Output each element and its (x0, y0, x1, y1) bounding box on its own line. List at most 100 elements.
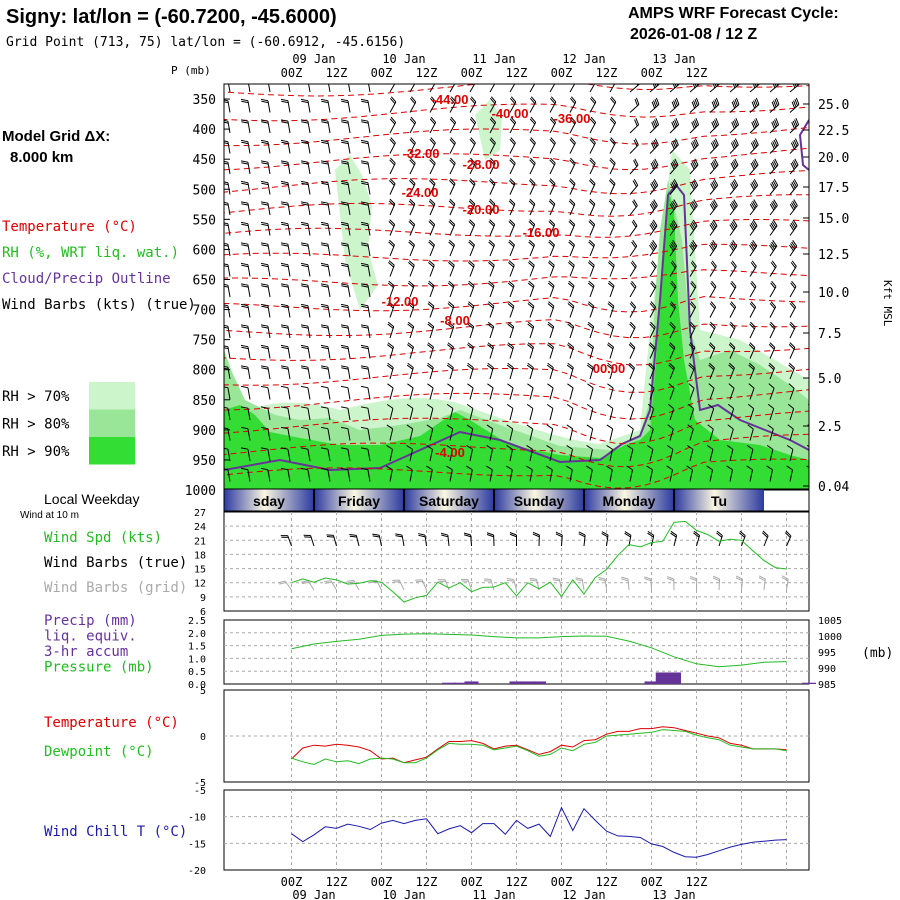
wind-barb-staff (709, 266, 717, 277)
wind-barb-feather (644, 578, 652, 582)
wind-barb-staff (509, 84, 516, 93)
wind-barb-staff (307, 162, 311, 175)
wind-barb-feather (692, 141, 697, 148)
wind-barb-feather (775, 118, 780, 125)
wind-barb-staff (409, 183, 416, 195)
wind-barb-feather (586, 364, 594, 370)
wind-barb-feather (486, 424, 493, 430)
wind-barb-feather (469, 138, 475, 145)
wind-barb-feather (487, 323, 494, 329)
wind-barb-feather (468, 301, 475, 307)
wind-barb-feather (674, 119, 678, 127)
wind-barb-staff (810, 266, 816, 276)
wind-barb-feather (361, 244, 369, 247)
wind-barb-feather (607, 323, 614, 329)
wind-barb-feather (790, 243, 795, 250)
wind-barb-staff (332, 535, 337, 547)
wind-barb-staff (709, 306, 717, 318)
legend-item: Temperature (°C) (2, 219, 137, 235)
pressure-axis: 3504004505005506006507007508008509009501… (185, 93, 230, 499)
wind-barb-feather (469, 98, 476, 105)
wind-barb-feather (449, 219, 456, 225)
isotherm-line (224, 296, 809, 314)
wind-barb-feather (567, 303, 574, 309)
wind-barb-feather (407, 342, 414, 348)
wind-barb-feather (651, 221, 657, 228)
wind-barb-staff (347, 223, 351, 236)
wind-barb-feather (467, 344, 474, 350)
wind-barb-feather (447, 303, 454, 309)
wind-barb-feather (695, 97, 700, 105)
wind-barb-feather (653, 199, 658, 206)
wind-barb-feather (507, 321, 515, 327)
wind-barb-staff (284, 580, 292, 591)
wind-barb-feather (566, 465, 573, 471)
wind-barb-feather (692, 180, 697, 188)
wind-barb-feather (587, 342, 594, 348)
wind-barb-feather (407, 344, 414, 350)
wind-barb-feather (812, 162, 815, 168)
wind-barb-feather (670, 530, 677, 536)
wind-barb-feather (808, 383, 809, 385)
wind-barb-staff (287, 203, 291, 216)
pressure-tick-label: 450 (193, 153, 216, 168)
wind-barb-feather (466, 364, 474, 370)
wind-barb-staff (669, 144, 679, 154)
wind-barb-staff (789, 104, 800, 113)
wind-barb-feather (341, 264, 349, 268)
date-label: 11 Jan (472, 888, 515, 900)
wind-barb-staff (669, 205, 678, 216)
wind-barb-feather (729, 323, 735, 330)
wind-barb-feather (428, 200, 435, 207)
wind-barb-staff (810, 246, 817, 256)
wind-barb-feather (449, 138, 455, 145)
wind-barb-feather (441, 534, 449, 538)
wind-barb-staff (651, 535, 655, 547)
wind-barb-feather (772, 219, 778, 227)
wind-barb-feather (301, 100, 309, 104)
wind-barb-feather (547, 321, 555, 327)
wind-barb-feather (709, 323, 715, 330)
wind-barb-staff (669, 124, 679, 134)
wind-barb-feather (260, 365, 269, 368)
wind-barb-staff (367, 244, 371, 257)
isotherm-label: -16.00 (523, 225, 560, 240)
wind-barb-staff (689, 84, 700, 93)
wind-barb-feather (569, 219, 576, 225)
wind-barb-feather (281, 326, 289, 329)
wind-barb-staff (629, 225, 638, 236)
wind-barb-feather (588, 280, 595, 287)
wind-barb-feather (224, 326, 229, 329)
wind-barb-staff (353, 580, 360, 591)
wind-barb-feather (774, 158, 779, 166)
wind-barb-feather (789, 323, 795, 330)
height-tick-label: 17.5 (818, 181, 849, 196)
wind-barb-feather (529, 198, 536, 205)
wind-barb-feather (529, 118, 536, 125)
wind-barb-feather (427, 321, 435, 327)
wind-barb-feather (280, 447, 289, 450)
wind-barb-feather (261, 141, 269, 145)
wind-barb-feather (468, 200, 475, 207)
wind-barb-feather (241, 162, 249, 165)
wind-barb-staff (327, 469, 331, 482)
wind-barb-feather (671, 122, 675, 129)
wind-barb-staff (389, 469, 393, 482)
wind-barb-feather (552, 579, 560, 582)
wind-barb-feather (387, 383, 394, 389)
wind-barb-feather (735, 577, 743, 582)
wind-barb-feather (300, 160, 309, 163)
wind-barb-feather (450, 157, 456, 164)
wind-barb-feather (555, 533, 563, 538)
wind-barb-feather (713, 160, 718, 167)
wind-barb-feather (527, 303, 534, 309)
wind-barb-feather (320, 262, 329, 266)
wind-barb-feather (388, 301, 395, 307)
wind-barb-staff (307, 580, 315, 591)
wind-barb-staff (629, 144, 639, 154)
wind-barb-feather (711, 101, 716, 109)
wind-barb-feather (281, 100, 289, 104)
wind-barb-feather (389, 98, 396, 105)
wind-barb-feather (488, 280, 495, 287)
temperature-panel-legend: Temperature (°C)Dewpoint (°C) (44, 715, 179, 760)
